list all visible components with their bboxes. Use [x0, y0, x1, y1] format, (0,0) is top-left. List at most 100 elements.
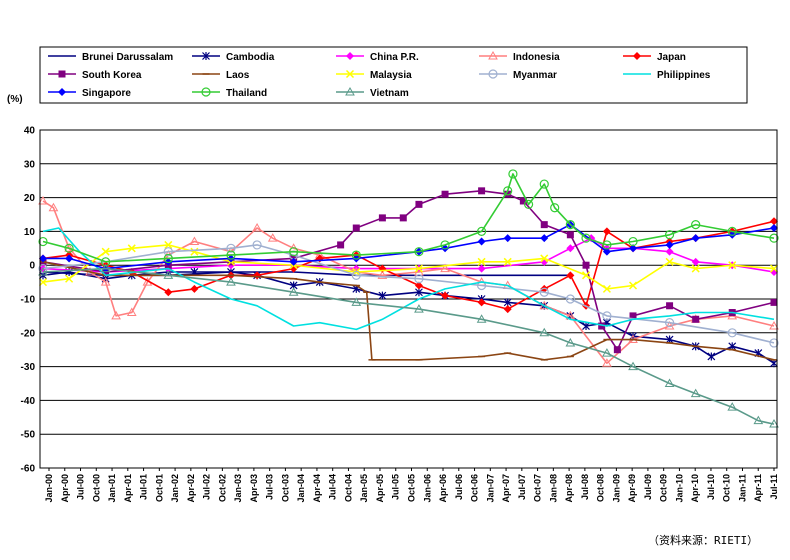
- series-philippines: [42, 227, 775, 331]
- data-point: [582, 322, 590, 331]
- data-point: [727, 328, 737, 338]
- data-point: [628, 236, 638, 247]
- data-point: [38, 195, 48, 205]
- x-tick-label: Jan-02: [170, 474, 180, 503]
- data-point: [581, 271, 591, 280]
- x-tick-label: Jul-11: [769, 474, 779, 500]
- legend-label: Philippines: [657, 70, 711, 81]
- data-point: [613, 346, 621, 354]
- x-tick-label: Apr-04: [312, 474, 322, 503]
- data-point: [728, 230, 737, 239]
- data-point: [414, 247, 424, 257]
- data-point: [414, 304, 424, 313]
- data-point: [691, 257, 700, 266]
- data-point: [351, 270, 361, 280]
- x-tick-label: Jul-00: [76, 474, 86, 500]
- data-point: [629, 244, 638, 253]
- data-point: [352, 224, 360, 232]
- data-point: [127, 244, 136, 253]
- y-tick-label: 40: [24, 126, 36, 137]
- data-point: [477, 264, 486, 273]
- data-point: [189, 236, 200, 246]
- legend: Brunei Darussalam Cambodia China P.R. Indon…: [39, 46, 748, 104]
- y-tick-label: 10: [24, 227, 36, 238]
- series-line: [42, 271, 775, 364]
- data-point: [566, 231, 574, 239]
- legend-label: Vietnam: [370, 88, 409, 99]
- data-point: [288, 287, 299, 296]
- data-point: [628, 281, 638, 290]
- data-point: [58, 70, 66, 78]
- x-tick-label: Oct-01: [154, 474, 164, 502]
- series-line: [42, 190, 775, 351]
- x-tick-label: Oct-05: [407, 474, 417, 502]
- x-tick-label: Jul-05: [391, 474, 401, 500]
- y-tick-label: -50: [21, 430, 36, 441]
- data-point: [39, 254, 47, 263]
- series-malaysia: [38, 240, 779, 293]
- x-tick-label: Apr-00: [60, 474, 70, 503]
- x-tick-label: Jan-10: [674, 474, 684, 503]
- x-tick-label: Jan-11: [737, 474, 747, 502]
- data-point: [101, 257, 111, 267]
- source-note: （资料来源：RIETI）: [648, 533, 758, 547]
- x-tick-label: Apr-11: [753, 474, 763, 502]
- x-tick-label: Jan-00: [44, 474, 54, 503]
- legend-label: Malaysia: [370, 70, 412, 81]
- data-point: [226, 277, 236, 286]
- x-axis-ticks: Jan-00 Apr-00 Jul-00 Oct-00 Jan-01 Apr-01 Jul-…: [44, 468, 779, 503]
- data-point: [692, 315, 700, 323]
- x-tick-label: Jan-01: [107, 474, 117, 503]
- x-tick-label: Jan-05: [359, 474, 369, 503]
- data-point: [707, 352, 716, 361]
- legend-label: Singapore: [82, 88, 131, 99]
- legend-item: Indonesia: [479, 50, 560, 63]
- data-point: [345, 69, 355, 79]
- data-point: [769, 233, 779, 243]
- data-point: [566, 271, 575, 280]
- data-point: [691, 234, 700, 243]
- x-tick-label: Jan-04: [296, 474, 306, 503]
- legend-item: Cambodia: [192, 52, 275, 63]
- y-tick-label: -60: [21, 464, 36, 475]
- data-point: [226, 254, 235, 263]
- x-tick-label: Jan-03: [233, 474, 243, 503]
- series-line: [42, 227, 775, 331]
- x-tick-label: Jul-04: [328, 474, 338, 500]
- series-line: [42, 244, 775, 290]
- x-tick-label: Jul-02: [202, 474, 212, 500]
- x-tick-label: Oct-08: [596, 474, 606, 502]
- data-point: [691, 264, 700, 273]
- data-point: [602, 247, 611, 256]
- x-tick-label: Jul-06: [454, 474, 464, 500]
- data-point: [503, 305, 512, 314]
- data-point: [540, 284, 549, 293]
- gridlines: [40, 129, 777, 469]
- data-point: [38, 266, 48, 276]
- data-point: [550, 203, 560, 213]
- data-point: [100, 263, 111, 273]
- series-laos: [39, 261, 778, 361]
- legend-label: Myanmar: [513, 70, 557, 81]
- y-tick-label: -30: [21, 362, 36, 373]
- x-tick-label: Jul-08: [580, 474, 590, 500]
- data-point: [441, 244, 450, 253]
- x-tick-label: Apr-10: [690, 474, 700, 503]
- data-point: [190, 247, 199, 256]
- y-axis-unit: (%): [7, 94, 23, 105]
- data-point: [377, 270, 388, 279]
- legend-label: Japan: [657, 52, 686, 63]
- data-point: [38, 278, 48, 287]
- y-tick-label: -40: [21, 396, 36, 407]
- series-vietnam: [38, 263, 779, 428]
- data-point: [38, 236, 48, 247]
- x-tick-label: Oct-06: [470, 474, 480, 502]
- data-point: [414, 281, 423, 290]
- data-point: [58, 88, 66, 96]
- data-point: [770, 298, 778, 306]
- data-point: [602, 358, 612, 367]
- x-tick-label: Jan-09: [611, 474, 621, 503]
- series-myanmar: [38, 240, 779, 348]
- data-point: [478, 187, 486, 195]
- legend-item: Malaysia: [336, 69, 412, 81]
